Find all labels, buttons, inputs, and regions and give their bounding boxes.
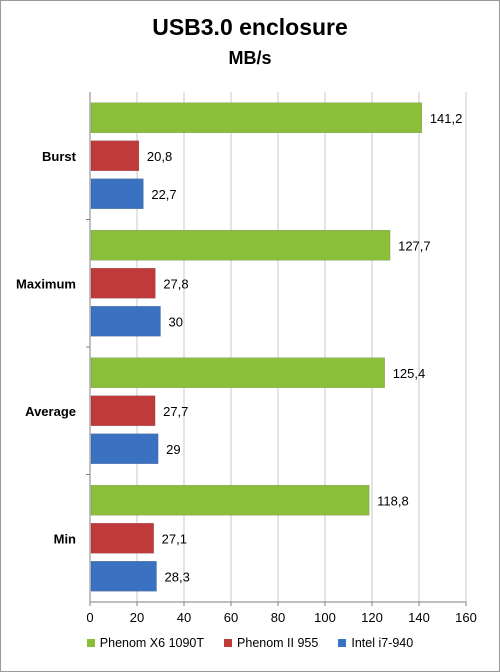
category-label: Average xyxy=(25,404,76,419)
bar xyxy=(90,140,140,171)
x-tick-label: 80 xyxy=(271,610,285,625)
x-tick-label: 60 xyxy=(224,610,238,625)
data-label: 127,7 xyxy=(398,238,431,253)
data-label: 22,7 xyxy=(151,187,176,202)
data-label: 141,2 xyxy=(430,111,463,126)
legend-swatch xyxy=(338,639,347,647)
bar xyxy=(90,306,161,337)
data-label: 27,7 xyxy=(163,404,188,419)
x-tick-label: 100 xyxy=(314,610,336,625)
legend-swatch xyxy=(86,639,95,647)
x-tick-label: 40 xyxy=(177,610,191,625)
data-label: 27,8 xyxy=(163,276,188,291)
legend-label: Phenom X6 1090T xyxy=(99,636,205,650)
legend-label: Intel i7-940 xyxy=(351,636,414,650)
bar xyxy=(90,102,423,133)
legend-item: Intel i7-940 xyxy=(338,636,413,650)
legend-item: Phenom X6 1090T xyxy=(86,636,205,650)
legend-label: Phenom II 955 xyxy=(237,636,319,650)
data-label: 27,1 xyxy=(162,531,187,546)
bar xyxy=(90,230,391,261)
data-label: 30 xyxy=(169,314,183,329)
bar xyxy=(90,561,157,592)
bar xyxy=(90,178,144,209)
data-label: 118,8 xyxy=(377,493,409,508)
bar xyxy=(90,357,385,388)
data-label: 28,3 xyxy=(165,569,190,584)
bar xyxy=(90,433,159,464)
chart-subtitle: MB/s xyxy=(228,48,272,68)
x-tick-label: 20 xyxy=(130,610,144,625)
bar xyxy=(90,395,156,426)
legend-item: Phenom II 955 xyxy=(224,636,318,650)
data-label: 29 xyxy=(166,442,180,457)
legend-swatch xyxy=(224,639,233,647)
chart-title: USB3.0 enclosure xyxy=(152,14,348,40)
x-tick-label: 160 xyxy=(455,610,477,625)
x-tick-label: 120 xyxy=(361,610,383,625)
x-tick-label: 0 xyxy=(86,610,93,625)
category-label: Maximum xyxy=(16,276,76,291)
x-tick-label: 140 xyxy=(408,610,430,625)
category-label: Burst xyxy=(42,149,77,164)
data-label: 125,4 xyxy=(393,366,426,381)
bar xyxy=(90,485,370,516)
bar xyxy=(90,268,156,299)
bar xyxy=(90,523,154,554)
chart-legend: Phenom X6 1090T Phenom II 955 Intel i7-940 xyxy=(0,636,500,650)
data-label: 20,8 xyxy=(147,149,172,164)
category-label: Min xyxy=(54,531,76,546)
